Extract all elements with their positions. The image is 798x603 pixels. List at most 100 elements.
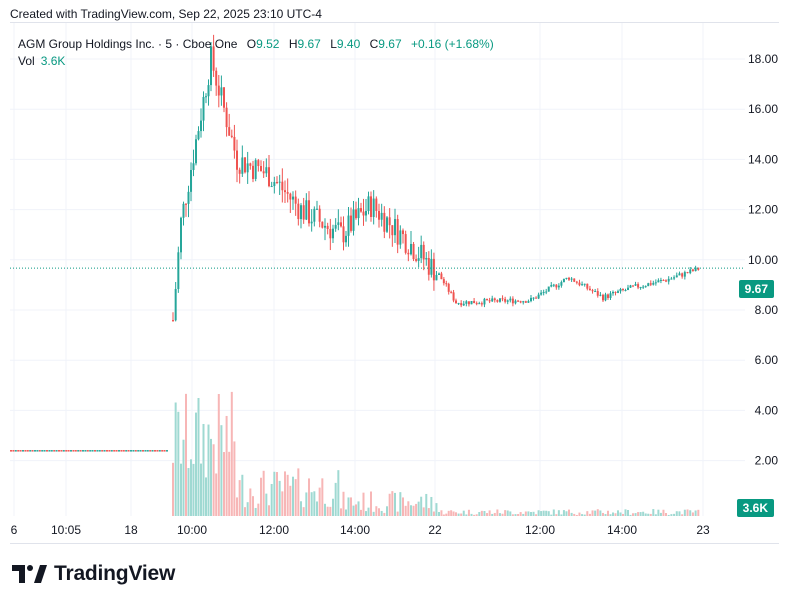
y-tick-label: 14.00 (748, 152, 778, 166)
candle-body (591, 290, 594, 292)
volume-bar (689, 510, 692, 516)
volume-bar (268, 505, 270, 516)
candle-body (438, 273, 440, 275)
candle-body (604, 294, 607, 301)
tradingview-logo: TradingView (12, 562, 175, 586)
candle-body (527, 301, 530, 303)
candle-body (445, 283, 448, 285)
candle-body (689, 269, 692, 274)
candle (101, 450, 104, 452)
candle (154, 450, 156, 452)
candle-body (639, 286, 642, 288)
candle-layer (10, 34, 700, 452)
candle-body (498, 298, 501, 302)
x-tick-label: 22 (428, 523, 442, 537)
candle-body (545, 291, 548, 293)
candle-body (483, 298, 486, 305)
candle-body (547, 286, 550, 292)
candle (98, 450, 101, 452)
candle-body (452, 292, 455, 301)
candle-body (609, 293, 612, 298)
volume-bar (565, 511, 568, 516)
candle-body (629, 285, 632, 288)
candle-body (380, 212, 383, 220)
volume-bar (465, 514, 468, 516)
candle-body (670, 278, 673, 280)
volume-bar (644, 513, 647, 516)
candle-body (281, 181, 284, 191)
volume-bar (260, 477, 262, 516)
candle-body (535, 297, 538, 299)
volume-bar (329, 506, 332, 516)
candle-body (268, 167, 270, 187)
candle (22, 450, 24, 452)
symbol-legend: AGM Group Holdings Inc. · 5 · Cboe One O… (18, 36, 494, 69)
candle (94, 450, 96, 452)
volume-bar (686, 509, 689, 516)
candle (38, 450, 41, 452)
volume-bar (622, 513, 624, 516)
candle-body (273, 181, 276, 187)
y-tick-label: 6.00 (755, 353, 779, 367)
axis-layer: 2.00 4.00 6.00 8.00 10.00 12.00 14.00 16.00 18.0… (10, 52, 779, 537)
chart-canvas[interactable]: 2.00 4.00 6.00 8.00 10.00 12.00 14.00 16.00 18.0… (10, 23, 779, 543)
open-label: O (246, 37, 257, 51)
candle-body (370, 196, 372, 217)
candle-body (375, 198, 378, 211)
candle-body (230, 135, 233, 137)
volume-bar (542, 510, 545, 516)
candle-body (632, 285, 634, 287)
candle (26, 450, 29, 452)
volume-bar (619, 512, 622, 516)
volume-bar (415, 503, 418, 516)
volume-bar (265, 493, 268, 516)
volume-bar (223, 452, 225, 516)
volume-bar (596, 509, 599, 516)
volume-label[interactable]: Vol (18, 54, 35, 68)
candle-body (202, 96, 205, 121)
candle-body (383, 212, 386, 232)
high-label: H (288, 37, 298, 51)
candle (29, 450, 32, 452)
y-tick-label: 18.00 (748, 52, 778, 66)
candle-body (185, 203, 187, 205)
candle (41, 450, 44, 452)
volume-bar (289, 485, 292, 516)
candle-body (215, 70, 218, 86)
last-price-badge: 9.67 (738, 280, 774, 298)
candle (144, 450, 147, 452)
candle (65, 450, 68, 452)
candle-body (197, 131, 200, 140)
y-tick-label: 2.00 (755, 454, 779, 468)
candle-body (372, 198, 375, 217)
candle-body (588, 288, 591, 291)
symbol-title[interactable]: AGM Group Holdings Inc. · 5 · Cboe One (18, 37, 238, 51)
volume-bar (509, 511, 512, 516)
volume-bar (486, 513, 489, 516)
candle-body (238, 169, 241, 174)
candle-body (294, 196, 297, 204)
volume-bar (683, 509, 686, 516)
volume-bar (252, 496, 254, 516)
volume-bar (527, 511, 530, 516)
x-tick-label: 10:00 (177, 523, 207, 537)
candle (82, 450, 84, 452)
candle-body (417, 258, 420, 261)
candle (108, 450, 111, 452)
volume-bar (445, 513, 448, 516)
candle (89, 450, 92, 452)
volume-bar (241, 474, 244, 516)
candle-body (180, 217, 182, 253)
chart-pane[interactable]: 2.00 4.00 6.00 8.00 10.00 12.00 14.00 16.00 18.0… (10, 22, 779, 544)
volume-bar (612, 512, 614, 516)
volume-bar (367, 507, 370, 516)
volume-bar (380, 510, 383, 516)
volume-bar (195, 412, 197, 516)
created-with-caption: Created with TradingView.com, Sep 22, 20… (10, 7, 322, 21)
candle-body (475, 303, 478, 305)
candle (53, 450, 56, 452)
volume-bar (462, 510, 465, 516)
volume-bar (678, 511, 681, 516)
candle (137, 450, 140, 452)
x-tick-label: 6 (11, 523, 18, 537)
